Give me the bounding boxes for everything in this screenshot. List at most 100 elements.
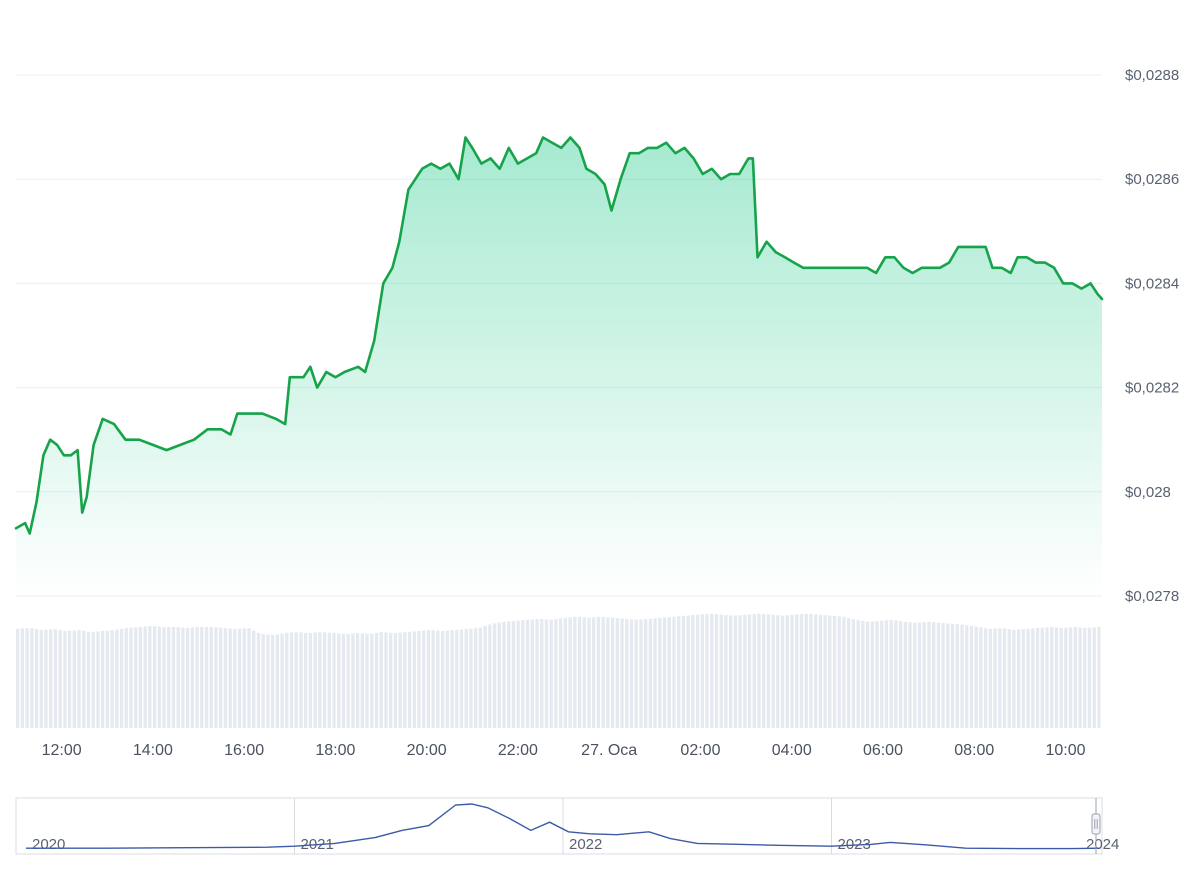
volume-bar — [450, 630, 454, 728]
volume-bar — [606, 617, 610, 728]
volume-bar — [337, 633, 341, 728]
y-tick-label: $0,028 — [1125, 484, 1171, 501]
volume-bar — [695, 614, 700, 728]
volume-bar — [733, 615, 738, 728]
volume-bar — [511, 621, 516, 728]
volume-bar — [880, 620, 884, 728]
volume-bar — [875, 621, 879, 728]
volume-bar — [535, 619, 539, 728]
volume-bar — [426, 630, 431, 728]
volume-bar — [979, 627, 983, 728]
time-navigator[interactable]: 2020 2021 2022 2023 2024 — [15, 797, 1119, 855]
volume-bar — [96, 631, 100, 728]
volume-bar — [913, 622, 917, 728]
volume-bar — [304, 632, 308, 728]
volume-bar — [710, 613, 714, 728]
volume-bar — [86, 631, 91, 728]
navigator-year-label: 2024 — [1086, 836, 1119, 853]
volume-bar — [237, 628, 242, 728]
volume-bar — [181, 627, 185, 728]
volume-bar — [1083, 627, 1087, 728]
volume-bar — [1078, 627, 1082, 728]
volume-bar — [837, 616, 841, 728]
volume-bar — [49, 629, 53, 728]
volume-bar — [157, 626, 161, 728]
volume-bar — [20, 628, 25, 728]
volume-bar — [1064, 627, 1068, 728]
volume-bar — [1040, 627, 1044, 728]
volume-bar — [681, 615, 686, 728]
volume-bar — [620, 618, 624, 728]
volume-bar — [483, 626, 487, 728]
volume-bar — [270, 635, 275, 728]
volume-bar — [115, 629, 119, 728]
volume-bar — [780, 615, 785, 728]
volume-bar — [289, 632, 294, 728]
volume-bar — [884, 620, 889, 728]
volume-bar — [44, 629, 48, 728]
volume-bar — [936, 622, 941, 728]
volume-bar — [615, 618, 619, 728]
volume-bar — [847, 617, 851, 728]
volume-bar — [422, 630, 426, 728]
volume-bar — [1097, 626, 1101, 728]
volume-bar — [63, 630, 67, 728]
volume-bar — [53, 629, 58, 728]
price-area-fill — [16, 137, 1102, 596]
volume-bar — [662, 617, 667, 728]
volume-bar — [374, 632, 379, 728]
volume-bar — [1012, 630, 1016, 728]
y-tick-label: $0,0286 — [1125, 171, 1179, 188]
x-tick-label: 16:00 — [224, 742, 264, 759]
volume-bar — [124, 628, 128, 728]
volume-bar — [25, 628, 29, 728]
volume-bar — [861, 620, 865, 728]
volume-bar — [724, 614, 728, 728]
volume-bar — [1026, 628, 1030, 728]
volume-bar — [67, 630, 72, 728]
volume-bar — [412, 631, 416, 728]
volume-bar — [573, 616, 577, 728]
volume-bar — [747, 614, 752, 728]
volume-bar — [308, 632, 313, 728]
volume-bar — [275, 634, 280, 728]
volume-bar — [200, 626, 204, 728]
volume-bar — [497, 622, 501, 728]
volume-bar — [960, 624, 964, 728]
volume-bar — [686, 615, 690, 728]
volume-bar — [757, 613, 761, 728]
volume-bar — [625, 618, 629, 728]
volume-bar — [252, 630, 256, 728]
volume-bar — [1017, 629, 1021, 728]
volume-bar — [790, 614, 794, 728]
volume-bar — [318, 632, 322, 728]
volume-bar — [110, 630, 114, 728]
volume-bar — [171, 626, 176, 728]
volume-bar — [851, 619, 856, 728]
volume-bar — [993, 628, 997, 728]
y-axis-labels: $0,0288 $0,0286 $0,0284 $0,0282 $0,028 $0,027… — [1125, 67, 1179, 605]
volume-bar — [393, 632, 398, 728]
volume-bar — [1087, 627, 1092, 728]
navigator-drag-handle[interactable] — [1091, 813, 1101, 835]
volume-bar — [634, 619, 638, 728]
volume-bar — [521, 620, 525, 728]
volume-bar — [809, 613, 813, 728]
volume-bar — [162, 626, 166, 728]
volume-bar — [431, 630, 435, 728]
volume-bar — [898, 621, 903, 728]
volume-bar — [39, 629, 43, 728]
volume-bar — [705, 613, 709, 728]
x-tick-label: 14:00 — [133, 742, 173, 759]
volume-bar — [743, 614, 747, 728]
volume-bar — [299, 632, 303, 728]
volume-bar — [294, 632, 298, 728]
volume-bar — [653, 618, 657, 728]
navigator-year-label: 2020 — [32, 836, 65, 853]
volume-bar — [1059, 627, 1063, 728]
volume-bar — [658, 617, 662, 728]
volume-bar — [922, 622, 926, 728]
volume-bar — [119, 628, 124, 728]
x-axis-labels: 12:00 14:00 16:00 18:00 20:00 22:00 27. Oca 02:… — [42, 742, 1086, 759]
